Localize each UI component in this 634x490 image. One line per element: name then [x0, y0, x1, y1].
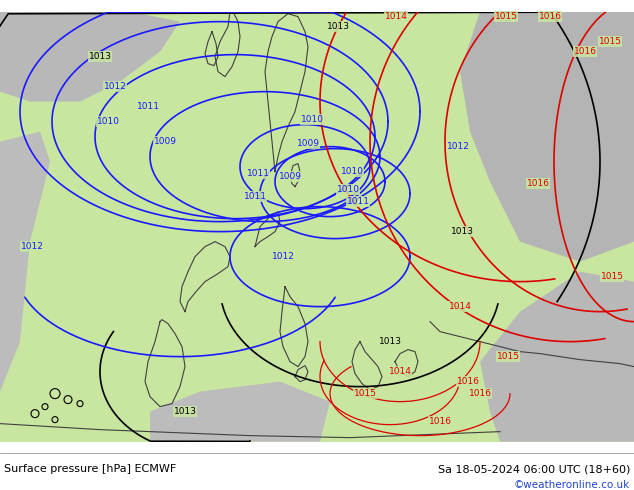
Text: Surface pressure [hPa] ECMWF: Surface pressure [hPa] ECMWF — [4, 464, 176, 474]
Text: 1016: 1016 — [526, 179, 550, 188]
Text: Sa 18-05-2024 06:00 UTC (18+60): Sa 18-05-2024 06:00 UTC (18+60) — [437, 464, 630, 474]
Text: 1010: 1010 — [301, 115, 323, 124]
Text: ©weatheronline.co.uk: ©weatheronline.co.uk — [514, 480, 630, 490]
Text: 1015: 1015 — [354, 389, 377, 398]
Text: 1010: 1010 — [337, 185, 359, 194]
Polygon shape — [460, 12, 634, 262]
Polygon shape — [0, 12, 180, 101]
Text: 1010: 1010 — [340, 167, 363, 176]
Text: 1016: 1016 — [456, 377, 479, 386]
Text: 1010: 1010 — [96, 117, 119, 126]
Text: 1011: 1011 — [347, 197, 370, 206]
Text: 1014: 1014 — [449, 302, 472, 311]
Text: 1011: 1011 — [136, 102, 160, 111]
Text: 1016: 1016 — [574, 47, 597, 56]
Text: 1013: 1013 — [451, 227, 474, 236]
Text: 1009: 1009 — [278, 172, 302, 181]
Polygon shape — [480, 271, 634, 441]
Text: 1011: 1011 — [243, 192, 266, 201]
Polygon shape — [150, 382, 330, 441]
Text: 1012: 1012 — [271, 252, 294, 261]
Text: 1013: 1013 — [174, 407, 197, 416]
Text: 1012: 1012 — [446, 142, 469, 151]
Text: 1013: 1013 — [327, 22, 349, 31]
Text: 1009: 1009 — [297, 139, 320, 148]
Text: 1013: 1013 — [378, 337, 401, 346]
Text: 1016: 1016 — [429, 417, 451, 426]
Text: 1016: 1016 — [538, 12, 562, 21]
Text: 1015: 1015 — [600, 272, 623, 281]
Text: 1009: 1009 — [153, 137, 176, 146]
Text: 1014: 1014 — [385, 12, 408, 21]
Text: 1016: 1016 — [469, 389, 491, 398]
Text: 1012: 1012 — [103, 82, 126, 91]
Text: 1011: 1011 — [247, 169, 269, 178]
Text: 1015: 1015 — [495, 12, 517, 21]
Polygon shape — [0, 132, 50, 441]
Text: 1015: 1015 — [598, 37, 621, 46]
Text: 1015: 1015 — [496, 352, 519, 361]
Text: 1012: 1012 — [20, 242, 44, 251]
Text: 1013: 1013 — [89, 52, 112, 61]
Text: 1014: 1014 — [389, 367, 411, 376]
